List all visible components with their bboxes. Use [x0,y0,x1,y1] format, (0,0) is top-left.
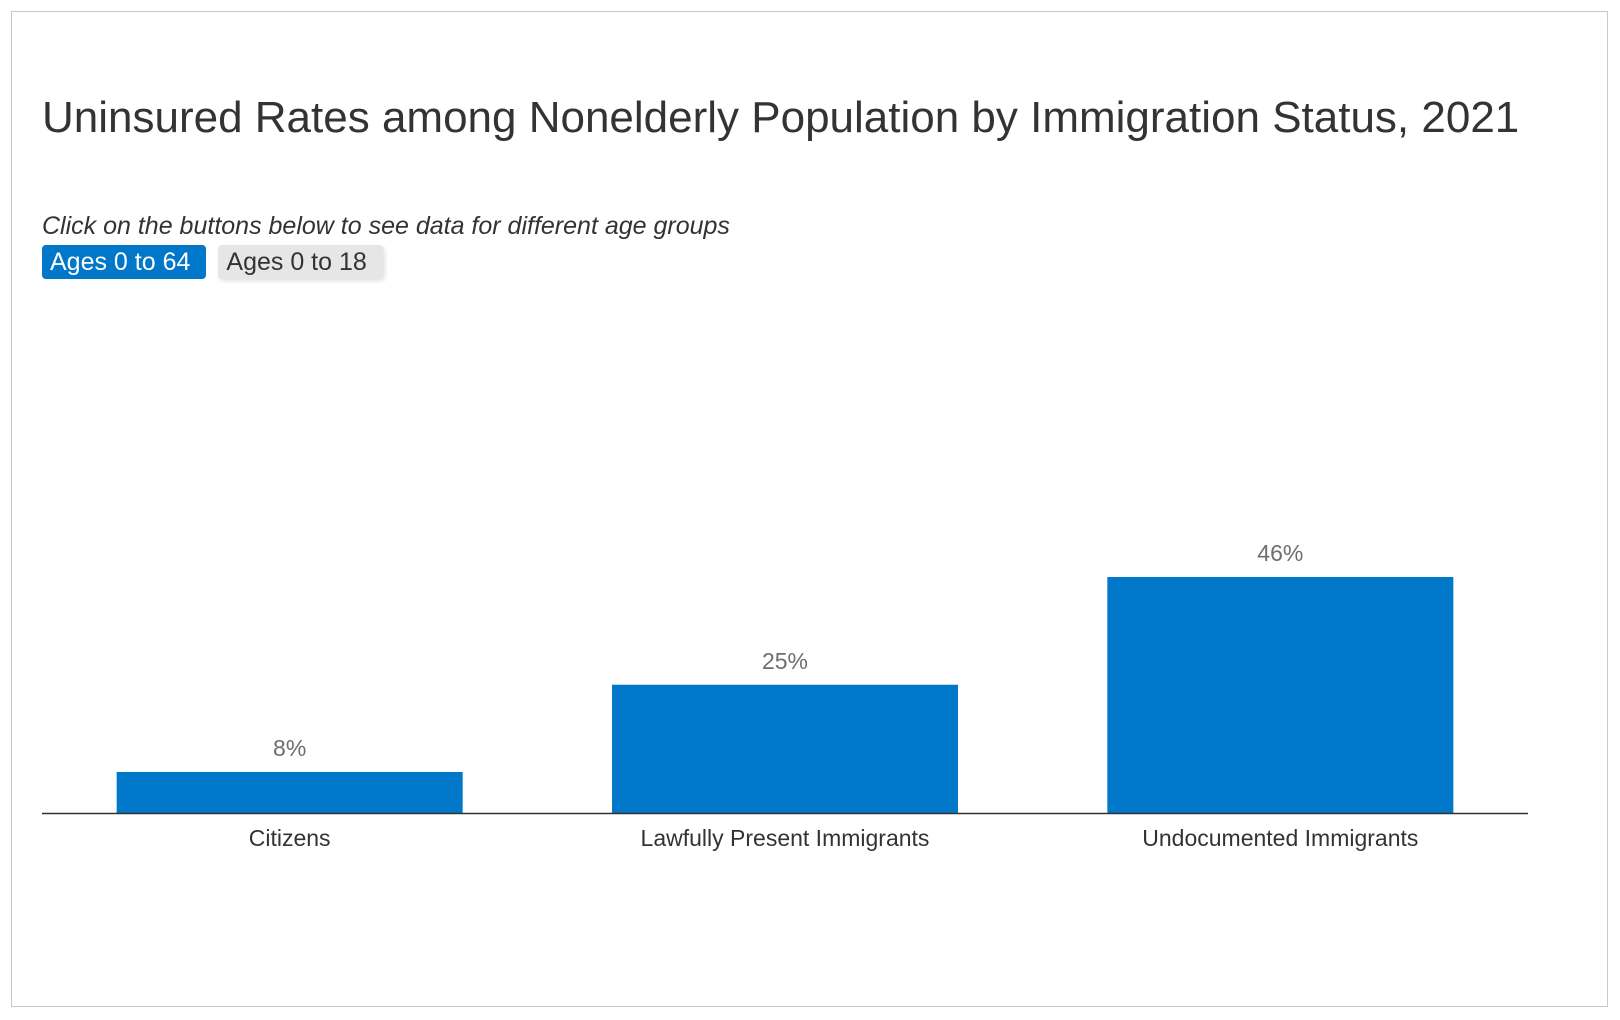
bar-undocumented-immigrants[interactable] [1107,577,1454,813]
ages-0-to-18-button[interactable]: Ages 0 to 18 [218,245,383,279]
chart-card: Uninsured Rates among Nonelderly Populat… [11,11,1608,1007]
bar-citizens[interactable] [116,771,463,813]
bar-value-label: 25% [762,648,808,674]
chart-title: Uninsured Rates among Nonelderly Populat… [42,93,1520,142]
ages-0-to-64-button[interactable]: Ages 0 to 64 [42,245,207,279]
chart-subtitle: Click on the buttons below to see data f… [42,212,730,240]
x-axis-category-label: Citizens [249,825,331,851]
bar-value-label: 8% [273,735,306,761]
x-axis-category-label: Undocumented Immigrants [1142,825,1418,851]
age-group-toggle: Ages 0 to 64 Ages 0 to 18 [42,245,383,279]
bar-value-label: 46% [1257,540,1303,566]
bar-chart: 8% Citizens 25% Lawfully Present Immigrants… [42,540,1528,851]
bar-lawfully-present-immigrants[interactable] [612,684,958,813]
x-axis-category-label: Lawfully Present Immigrants [641,825,930,851]
